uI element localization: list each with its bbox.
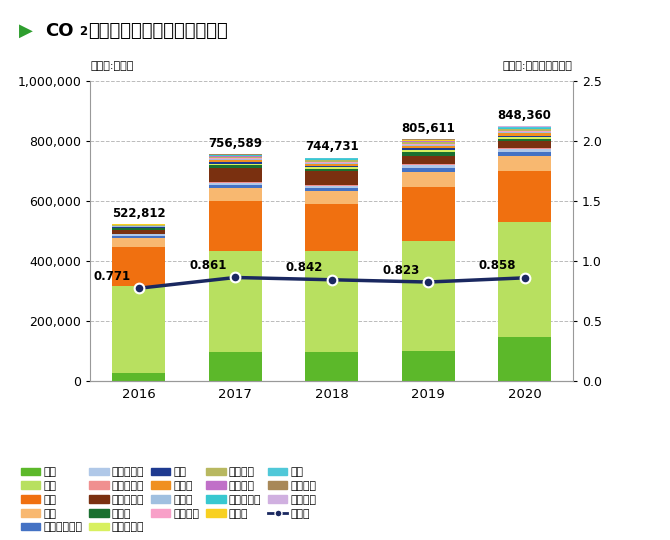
Bar bbox=[401, 148, 455, 150]
Bar bbox=[305, 204, 358, 252]
Bar bbox=[208, 352, 262, 381]
Text: 0.823: 0.823 bbox=[383, 264, 419, 276]
Text: CO: CO bbox=[46, 22, 74, 39]
Bar bbox=[305, 171, 358, 185]
Bar bbox=[305, 185, 358, 186]
Bar bbox=[208, 183, 262, 185]
Text: 0.861: 0.861 bbox=[190, 259, 227, 272]
Bar bbox=[208, 160, 262, 163]
Text: （単位:トン）: （単位:トン） bbox=[90, 61, 134, 71]
Bar bbox=[498, 222, 551, 337]
Bar bbox=[208, 185, 262, 188]
Legend: 日本, タイ, 中国, 韓国, シンガポール, マレーシア, カンボジア, フィリピン, インド, スロバキア, 英国, チェコ, ドイツ, フランス, イタリ: 日本, タイ, 中国, 韓国, シンガポール, マレーシア, カンボジア, フィ… bbox=[19, 465, 319, 535]
Bar bbox=[208, 188, 262, 201]
Bar bbox=[208, 182, 262, 183]
Bar bbox=[305, 158, 358, 159]
Bar bbox=[401, 150, 455, 152]
Bar bbox=[305, 192, 358, 204]
Text: 744,731: 744,731 bbox=[305, 140, 358, 153]
Text: （単位:トン／百万円）: （単位:トン／百万円） bbox=[503, 61, 573, 71]
Bar bbox=[498, 141, 551, 149]
Bar bbox=[208, 164, 262, 165]
Bar bbox=[401, 141, 455, 142]
Bar bbox=[401, 152, 455, 156]
Bar bbox=[498, 128, 551, 129]
Bar bbox=[112, 236, 165, 238]
Bar bbox=[498, 129, 551, 131]
Bar bbox=[401, 165, 455, 168]
Bar bbox=[112, 226, 165, 227]
Bar bbox=[112, 234, 165, 236]
Bar bbox=[208, 154, 262, 155]
Text: 2: 2 bbox=[79, 25, 87, 38]
Bar bbox=[498, 131, 551, 132]
Bar bbox=[112, 247, 165, 286]
Text: 0.858: 0.858 bbox=[479, 259, 517, 273]
Bar bbox=[498, 148, 551, 150]
Bar bbox=[401, 164, 455, 165]
Bar bbox=[498, 136, 551, 137]
Bar bbox=[112, 238, 165, 247]
Bar bbox=[401, 351, 455, 381]
Text: 756,589: 756,589 bbox=[208, 137, 262, 150]
Bar bbox=[498, 133, 551, 136]
Bar bbox=[498, 150, 551, 152]
Bar bbox=[305, 159, 358, 160]
Bar bbox=[305, 164, 358, 166]
Bar bbox=[208, 158, 262, 159]
Bar bbox=[208, 251, 262, 352]
Bar bbox=[208, 159, 262, 160]
Bar bbox=[498, 137, 551, 139]
Bar bbox=[305, 167, 358, 169]
Bar bbox=[401, 145, 455, 146]
Bar bbox=[305, 162, 358, 163]
Bar bbox=[112, 286, 165, 373]
Bar bbox=[401, 187, 455, 241]
Bar bbox=[401, 146, 455, 148]
Text: 0.842: 0.842 bbox=[286, 261, 324, 274]
Bar bbox=[305, 352, 358, 381]
Bar bbox=[305, 188, 358, 192]
Bar bbox=[112, 228, 165, 230]
Bar bbox=[208, 163, 262, 164]
Text: 805,611: 805,611 bbox=[401, 122, 455, 135]
Bar bbox=[498, 337, 551, 381]
Bar bbox=[208, 157, 262, 158]
Text: 522,812: 522,812 bbox=[112, 207, 165, 220]
Text: ▶: ▶ bbox=[19, 22, 33, 39]
Text: 排出量推移（総量＆原単位）: 排出量推移（総量＆原単位） bbox=[88, 22, 228, 39]
Bar bbox=[305, 252, 358, 352]
Bar bbox=[305, 169, 358, 171]
Bar bbox=[208, 201, 262, 251]
Bar bbox=[305, 186, 358, 188]
Bar bbox=[208, 156, 262, 157]
Bar bbox=[305, 160, 358, 162]
Bar bbox=[498, 171, 551, 222]
Bar bbox=[401, 241, 455, 351]
Bar bbox=[401, 142, 455, 144]
Bar bbox=[112, 373, 165, 381]
Bar bbox=[498, 156, 551, 171]
Bar bbox=[498, 132, 551, 133]
Bar bbox=[401, 172, 455, 187]
Bar bbox=[305, 166, 358, 167]
Bar bbox=[401, 168, 455, 172]
Bar bbox=[112, 230, 165, 234]
Bar bbox=[401, 156, 455, 164]
Text: 0.771: 0.771 bbox=[93, 270, 130, 283]
Bar bbox=[498, 152, 551, 156]
Bar bbox=[112, 227, 165, 228]
Bar bbox=[401, 144, 455, 145]
Bar bbox=[208, 165, 262, 167]
Bar bbox=[305, 163, 358, 164]
Bar bbox=[498, 139, 551, 141]
Bar bbox=[208, 167, 262, 182]
Text: 848,360: 848,360 bbox=[498, 109, 551, 122]
